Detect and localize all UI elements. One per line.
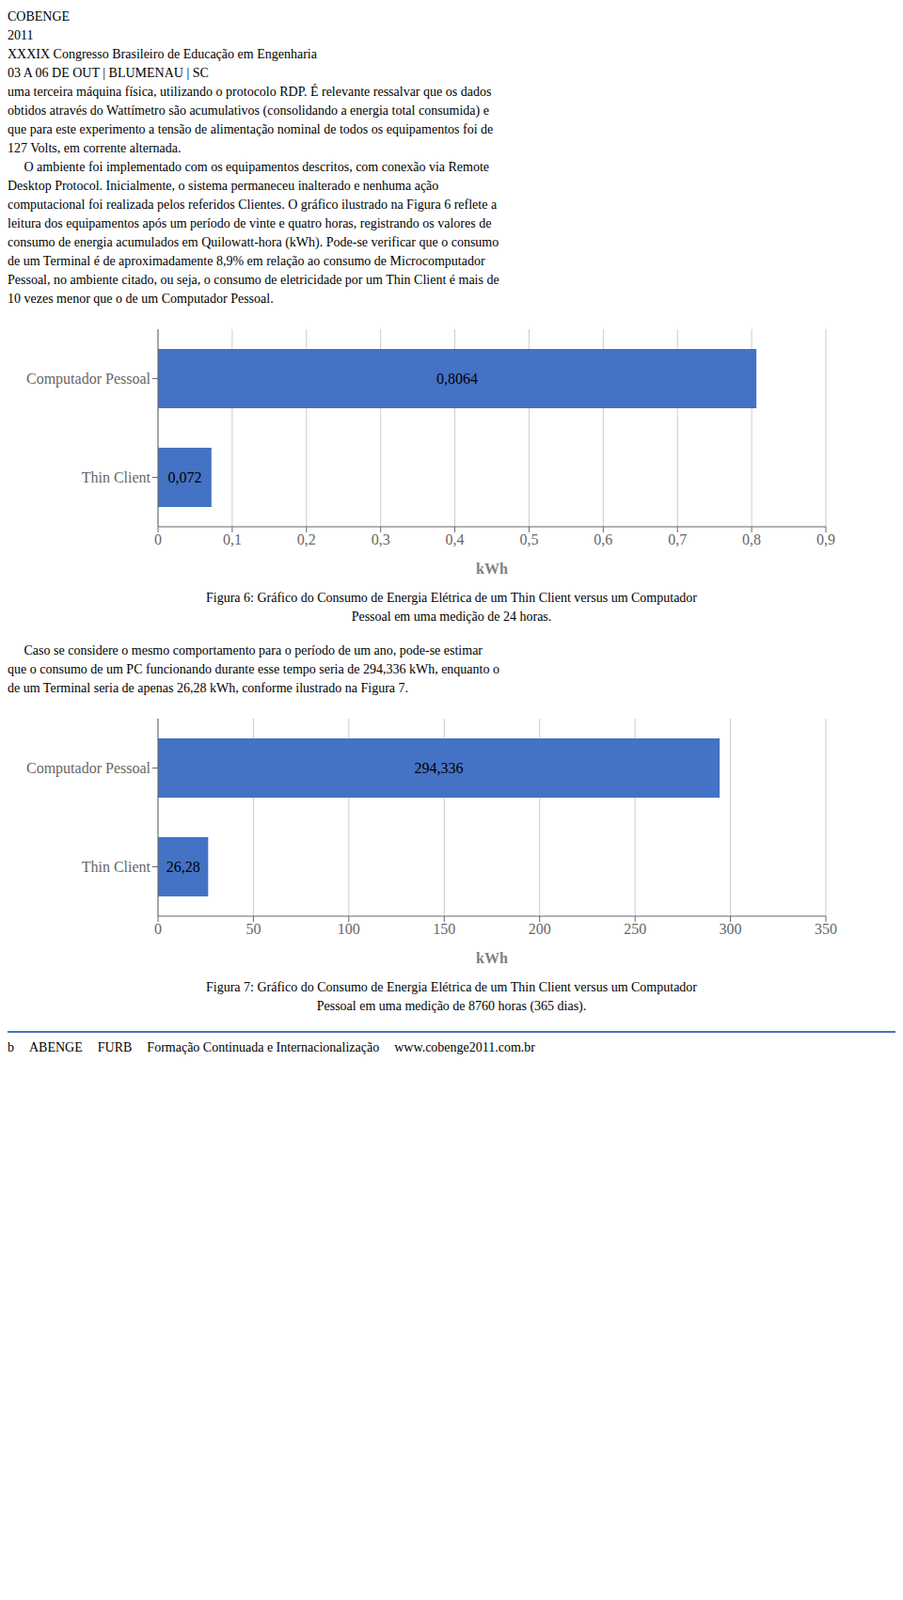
html-text:Formação Continuada e Internac: Formação Continuada e Internacionalizaçã… xyxy=(147,1040,380,1055)
html-text:que o consumo de um PC funcion: que o consumo de um PC funcionando duran… xyxy=(7,662,500,677)
svg-text:150: 150 xyxy=(432,920,456,937)
html-text:Caso se considere o mesmo comp: Caso se considere o mesmo comportamento … xyxy=(7,643,483,658)
svg-text:300: 300 xyxy=(719,920,743,937)
html-text:O ambiente foi implementado co: O ambiente foi implementado com os equip… xyxy=(7,159,490,175)
html-text:FURB: FURB xyxy=(97,1040,133,1055)
html-text:consumo de energia acumulados: consumo de energia acumulados em Quilowa… xyxy=(7,235,499,250)
svg-text:kWh: kWh xyxy=(475,560,508,577)
svg-text:0,6: 0,6 xyxy=(593,531,613,548)
svg-text:250: 250 xyxy=(623,920,647,937)
svg-text:0,7: 0,7 xyxy=(667,531,687,548)
svg-text:kWh: kWh xyxy=(475,950,508,967)
svg-text:0,8064: 0,8064 xyxy=(436,370,478,387)
svg-text:0,5: 0,5 xyxy=(519,531,539,548)
html-text:Desktop Protocol. Inicialmente: Desktop Protocol. Inicialmente, o sistem… xyxy=(7,178,439,193)
html-text:03 A 06 DE OUT | BLUMENAU | SC: 03 A 06 DE OUT | BLUMENAU | SC xyxy=(7,65,209,80)
svg-text:0,1: 0,1 xyxy=(222,531,242,548)
svg-text:350: 350 xyxy=(814,920,838,937)
html-text:de um Terminal seria de apenas: de um Terminal seria de apenas 26,28 kWh… xyxy=(7,681,409,696)
svg-text:Thin Client: Thin Client xyxy=(81,858,152,875)
html-text:de um Terminal é de aproximada: de um Terminal é de aproximadamente 8,9%… xyxy=(7,253,485,269)
html-text:XXXIX Congresso Brasileiro de: XXXIX Congresso Brasileiro de Educação e… xyxy=(7,47,317,62)
svg-text:0: 0 xyxy=(154,531,162,548)
svg-text:294,336: 294,336 xyxy=(414,760,464,777)
html-text:que para este experimento a te: que para este experimento a tensão de al… xyxy=(7,122,494,137)
html-text:leitura dos equipamentos após: leitura dos equipamentos após um período… xyxy=(7,216,492,231)
html-text:www.cobenge2011.com.br: www.cobenge2011.com.br xyxy=(394,1040,536,1055)
html-text:Pessoal, no ambiente citado, o: Pessoal, no ambiente citado, ou seja, o … xyxy=(7,272,500,287)
svg-text:0,3: 0,3 xyxy=(371,531,391,548)
html-text:Figura 7: Gráfico do Consumo d: Figura 7: Gráfico do Consumo de Energia … xyxy=(205,980,698,995)
html-text:computacional foi realizada pe: computacional foi realizada pelos referi… xyxy=(7,197,497,212)
svg-text:0,072: 0,072 xyxy=(167,469,202,486)
html-text:b: b xyxy=(7,1040,15,1055)
html-text:127 Volts, em corrente alterna: 127 Volts, em corrente alternada. xyxy=(7,141,182,156)
svg-text:0,4: 0,4 xyxy=(445,531,465,548)
html-text:Figura 6: Gráfico do Consumo d: Figura 6: Gráfico do Consumo de Energia … xyxy=(205,590,698,605)
html-text:ABENGE: ABENGE xyxy=(29,1040,83,1055)
html-text:uma terceira máquina física, u: uma terceira máquina física, utilizando … xyxy=(7,84,492,99)
svg-text:0: 0 xyxy=(154,920,162,937)
svg-text:0,9: 0,9 xyxy=(816,531,836,548)
svg-text:200: 200 xyxy=(528,920,552,937)
svg-text:26,28: 26,28 xyxy=(166,858,201,875)
svg-text:0,8: 0,8 xyxy=(742,531,761,548)
html-text:Pessoal em uma medição de 24 h: Pessoal em uma medição de 24 horas. xyxy=(351,609,552,624)
html-text:10 vezes menor que o de um Com: 10 vezes menor que o de um Computador Pe… xyxy=(7,291,274,306)
svg-text:Computador Pessoal: Computador Pessoal xyxy=(26,760,152,777)
svg-text:Thin Client: Thin Client xyxy=(81,469,152,486)
html-text:obtidos através do Wattímetro: obtidos através do Wattímetro são acumul… xyxy=(7,103,490,118)
svg-text:Computador Pessoal: Computador Pessoal xyxy=(26,370,152,388)
html-text:2011: 2011 xyxy=(7,28,34,43)
html-text:COBENGE: COBENGE xyxy=(7,9,70,24)
svg-text:50: 50 xyxy=(245,920,261,937)
html-text:Pessoal em uma medição de 8760: Pessoal em uma medição de 8760 horas (36… xyxy=(316,998,587,1014)
svg-text:100: 100 xyxy=(337,920,361,937)
svg-text:0,2: 0,2 xyxy=(297,531,317,548)
